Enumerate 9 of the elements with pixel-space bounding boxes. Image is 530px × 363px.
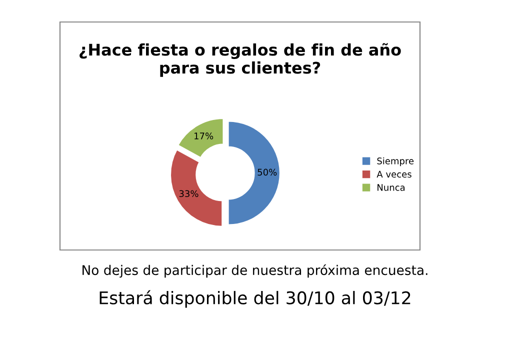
data-label: 50% bbox=[258, 168, 277, 176]
data-label: 33% bbox=[179, 190, 198, 198]
text: Estará disponible del 30/10 al 03/12 bbox=[100, 290, 410, 308]
data-label: 17% bbox=[194, 132, 214, 140]
text: No dejes de participar de nuestra próxima encuesta. bbox=[82, 264, 428, 278]
chart-title: ¿Hace fiesta o regalos de fin de año para sus clientes? bbox=[80, 43, 401, 77]
legend-label: Nunca bbox=[378, 184, 405, 191]
legend-label: A veces bbox=[376, 170, 412, 178]
legend-label: Siempre bbox=[377, 157, 414, 166]
